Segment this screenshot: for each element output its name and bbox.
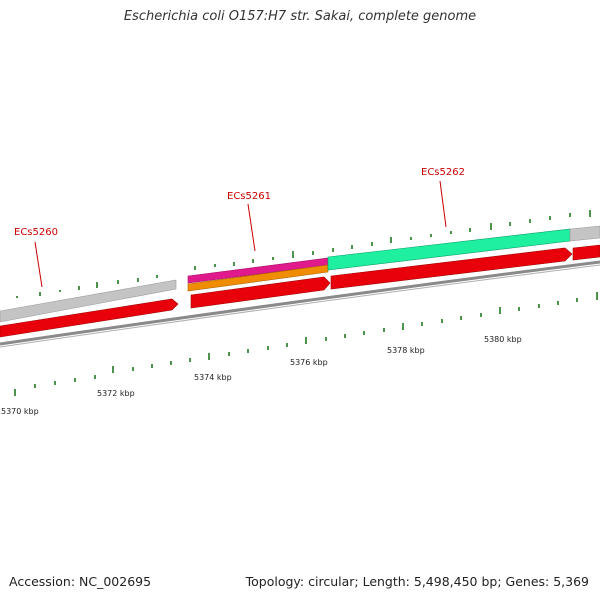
gene-bar-gray-right[interactable] (569, 225, 600, 242)
cds-arrow-ecs5261[interactable] (190, 276, 331, 309)
scale-label-5380: 5380 kbp (484, 335, 522, 344)
upper-tick-row (16, 210, 591, 298)
scale-label-5376: 5376 kbp (290, 358, 328, 367)
feature-bar-orange[interactable] (187, 264, 329, 292)
leader-line-ecs5261 (247, 203, 256, 252)
scale-label-5370: 5370 kbp (1, 407, 39, 416)
sequence-backbone (0, 260, 600, 346)
sequence-backbone-shadow (0, 264, 600, 348)
scale-label-5378: 5378 kbp (387, 346, 425, 355)
map-title: Escherichia coli O157:H7 str. Sakai, com… (123, 9, 477, 24)
genome-summary-label: Topology: circular; Length: 5,498,450 bp… (245, 574, 589, 589)
accession-label: Accession: NC_002695 (9, 574, 152, 589)
cds-arrow-ecs5260[interactable] (0, 298, 179, 338)
gene-label-ecs5261[interactable]: ECs5261 (227, 191, 271, 202)
gene-bar-ecs5260[interactable] (0, 279, 177, 323)
scale-label-5374: 5374 kbp (194, 373, 232, 382)
cds-arrow-ecs5262[interactable] (330, 247, 573, 290)
cds-arrow-right[interactable] (572, 244, 600, 261)
leader-line-ecs5260 (34, 241, 43, 288)
gene-label-ecs5260[interactable]: ECs5260 (14, 227, 58, 238)
scale-label-5372: 5372 kbp (97, 389, 135, 398)
lower-scale-ticks (14, 292, 598, 396)
gene-label-ecs5262[interactable]: ECs5262 (421, 167, 465, 178)
leader-line-ecs5262 (439, 180, 447, 228)
